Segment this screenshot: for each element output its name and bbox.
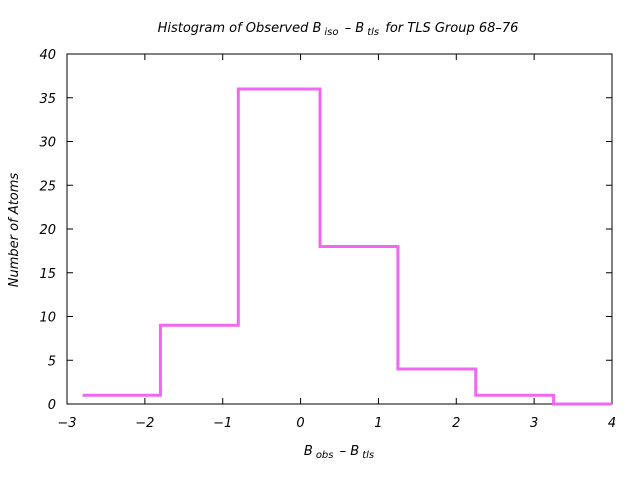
y-tick-label: 35 bbox=[39, 92, 56, 107]
x-axis-label-b1: B bbox=[304, 444, 313, 459]
plot-frame bbox=[66, 53, 613, 405]
x-tick-label: −2 bbox=[135, 416, 154, 431]
x-tick-label: 0 bbox=[296, 416, 304, 431]
y-tick-label: 15 bbox=[39, 267, 56, 282]
chart-title-suffix: for TLS Group 68–76 bbox=[381, 21, 518, 36]
chart-title-sub1: iso bbox=[324, 27, 338, 38]
chart-title-mid: – B bbox=[341, 21, 365, 36]
x-tick-label: 2 bbox=[452, 416, 460, 431]
x-tick-label: 4 bbox=[608, 416, 616, 431]
x-tick-label: −3 bbox=[57, 416, 76, 431]
y-axis-label: Number of Atoms bbox=[7, 173, 22, 288]
y-tick-label: 10 bbox=[39, 311, 56, 326]
x-tick-label: 3 bbox=[530, 416, 538, 431]
x-tick-label: 1 bbox=[374, 416, 382, 431]
histogram-step-line bbox=[82, 87, 612, 406]
y-tick-label: 40 bbox=[39, 48, 56, 63]
x-axis-label-sub2: tls bbox=[362, 450, 374, 461]
chart-title-prefix: Histogram of Observed B bbox=[158, 21, 322, 36]
y-tick-label: 20 bbox=[39, 223, 56, 238]
y-tick-label: 25 bbox=[39, 179, 56, 194]
chart-title-sub2: tls bbox=[367, 27, 379, 38]
x-tick-label: −1 bbox=[213, 416, 232, 431]
y-tick-label: 30 bbox=[39, 136, 56, 151]
x-axis-label-sub1: obs bbox=[316, 450, 334, 461]
x-axis-label-mid: – B bbox=[336, 444, 360, 459]
y-tick-label: 5 bbox=[48, 354, 56, 369]
y-tick-label: 0 bbox=[48, 398, 56, 413]
